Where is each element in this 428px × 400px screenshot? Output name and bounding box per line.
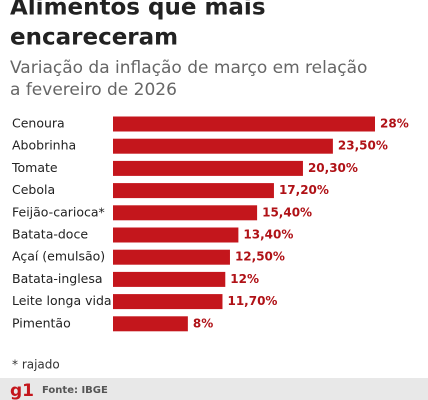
- value-label: 8%: [193, 316, 213, 330]
- value-label: 12%: [230, 272, 259, 286]
- chart-title-line: Alimentos que mais: [10, 0, 266, 21]
- category-label: Batata-doce: [12, 227, 88, 242]
- bar: [113, 183, 274, 199]
- bar: [113, 227, 239, 243]
- bar: [113, 249, 230, 265]
- category-label: Leite longa vida: [12, 293, 112, 308]
- bar: [113, 205, 258, 221]
- chart-title-line: encareceram: [10, 25, 178, 51]
- bar: [113, 294, 223, 310]
- value-label: 17,20%: [279, 183, 329, 197]
- category-label: Tomate: [11, 160, 58, 175]
- category-label: Batata-inglesa: [12, 271, 103, 286]
- category-label: Feijão-carioca*: [12, 204, 105, 219]
- bar: [113, 116, 375, 132]
- bar: [113, 138, 333, 154]
- logo: g1: [10, 381, 34, 400]
- category-label: Abobrinha: [12, 138, 76, 153]
- bar: [113, 271, 226, 287]
- category-label: Açaí (emulsão): [12, 249, 105, 264]
- category-label: Cebola: [12, 182, 55, 197]
- value-label: 15,40%: [262, 205, 312, 219]
- source: Fonte: IBGE: [42, 385, 108, 396]
- value-label: 12,50%: [235, 250, 285, 264]
- category-label: Cenoura: [12, 116, 65, 131]
- value-label: 28%: [380, 117, 409, 131]
- footer-band: [0, 378, 428, 400]
- footnote: * rajado: [12, 358, 60, 372]
- value-label: 20,30%: [308, 161, 358, 175]
- value-label: 13,40%: [243, 228, 293, 242]
- bar: [113, 316, 188, 332]
- chart-subtitle-line: Variação da inflação de março em relação: [10, 58, 367, 78]
- bar: [113, 160, 303, 176]
- value-label: 23,50%: [338, 139, 388, 153]
- chart-subtitle-line: a fevereiro de 2026: [10, 80, 177, 100]
- value-label: 11,70%: [227, 294, 277, 308]
- category-label: Pimentão: [12, 315, 71, 330]
